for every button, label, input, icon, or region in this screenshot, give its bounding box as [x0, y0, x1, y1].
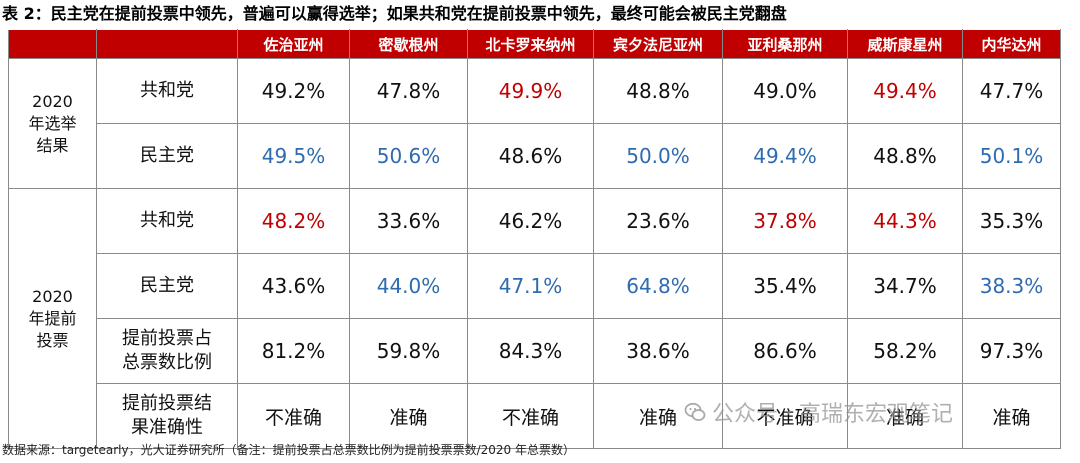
value-cell: 准确	[847, 383, 963, 449]
row-label-text: 共和党	[140, 210, 194, 231]
group-label-line: 投票	[36, 330, 69, 350]
value-cell: 34.7%	[847, 253, 963, 319]
table-row: 2020 年提前 投票 共和党 48.2% 33.6% 46.2% 23.6% …	[8, 188, 1061, 449]
row-label-republican: 共和党	[96, 188, 238, 254]
value-cell: 49.4%	[847, 58, 963, 124]
value-cell: 44.0%	[349, 253, 468, 319]
value-cell: 47.8%	[349, 58, 468, 124]
header-state: 宾夕法尼亚州	[593, 29, 723, 59]
value-cell: 37.8%	[722, 188, 848, 254]
row-label-text: 总票数比例	[122, 352, 212, 373]
value-cell: 46.2%	[467, 188, 594, 254]
table-row: 民主党 49.5% 50.6% 48.6% 50.0% 49.4% 48.8% …	[9, 123, 1061, 189]
header-blank	[8, 29, 97, 59]
header-state: 佐治亚州	[237, 29, 350, 59]
value-cell: 47.7%	[962, 58, 1061, 124]
row-label-text: 共和党	[140, 80, 194, 101]
header-state: 北卡罗来纳州	[467, 29, 594, 59]
table-row: 民主党 43.6% 44.0% 47.1% 64.8% 35.4% 34.7% …	[9, 253, 1061, 319]
value-cell: 50.1%	[962, 123, 1061, 189]
value-cell: 64.8%	[593, 253, 723, 319]
header-row: 佐治亚州 密歇根州 北卡罗来纳州 宾夕法尼亚州 亚利桑那州 威斯康星州 内华达州	[8, 29, 1061, 59]
header-state: 威斯康星州	[847, 29, 963, 59]
value-cell: 47.1%	[467, 253, 594, 319]
row-label-democrat: 民主党	[96, 253, 238, 319]
table-row: 提前投票占 总票数比例 81.2% 59.8% 84.3% 38.6% 86.6…	[9, 318, 1061, 384]
value-cell: 准确	[349, 383, 468, 449]
value-cell: 49.4%	[722, 123, 848, 189]
header-state: 亚利桑那州	[722, 29, 848, 59]
table-row: 提前投票结 果准确性 不准确 准确 不准确 准确 不准确 准确 准确	[9, 383, 1061, 449]
value-cell: 准确	[962, 383, 1061, 449]
value-cell: 49.2%	[237, 58, 350, 124]
value-cell: 48.8%	[847, 123, 963, 189]
value-cell: 33.6%	[349, 188, 468, 254]
group-label-line: 2020	[32, 286, 73, 306]
header-blank	[96, 29, 238, 59]
row-label-republican: 共和党	[96, 58, 238, 124]
value-cell: 23.6%	[593, 188, 723, 254]
value-cell: 81.2%	[237, 318, 350, 384]
row-label-democrat: 民主党	[96, 123, 238, 189]
row-label-early-accuracy: 提前投票结 果准确性	[96, 383, 238, 449]
election-table: 佐治亚州 密歇根州 北卡罗来纳州 宾夕法尼亚州 亚利桑那州 威斯康星州 内华达州…	[8, 29, 1061, 449]
value-cell: 50.0%	[593, 123, 723, 189]
value-cell: 86.6%	[722, 318, 848, 384]
row-label-text: 果准确性	[131, 417, 203, 438]
value-cell: 84.3%	[467, 318, 594, 384]
value-cell: 58.2%	[847, 318, 963, 384]
value-cell: 38.3%	[962, 253, 1061, 319]
header-state: 内华达州	[962, 29, 1061, 59]
group-label-line: 年提前	[28, 308, 77, 328]
value-cell: 35.3%	[962, 188, 1061, 254]
value-cell: 49.5%	[237, 123, 350, 189]
value-cell: 35.4%	[722, 253, 848, 319]
row-label-text: 民主党	[140, 145, 194, 166]
row-label-text: 提前投票结	[122, 393, 212, 414]
value-cell: 48.8%	[593, 58, 723, 124]
value-cell: 48.6%	[467, 123, 594, 189]
group-label-early-vote: 2020 年提前 投票	[8, 188, 97, 449]
group-label-line: 年选举	[28, 113, 77, 133]
value-cell: 38.6%	[593, 318, 723, 384]
header-state: 密歇根州	[349, 29, 468, 59]
group-label-line: 结果	[36, 135, 69, 155]
table-row: 2020 年选举 结果 共和党 49.2% 47.8% 49.9% 48.8% …	[8, 58, 1061, 189]
value-cell: 49.9%	[467, 58, 594, 124]
value-cell: 44.3%	[847, 188, 963, 254]
value-cell: 97.3%	[962, 318, 1061, 384]
watermark-text: 公众号 · 高瑞东宏观笔记	[712, 402, 953, 427]
value-cell: 不准确	[237, 383, 350, 449]
value-cell: 不准确	[467, 383, 594, 449]
source-note: 数据来源：targetearly，光大证券研究所（备注：提前投票占总票数比例为提…	[2, 443, 575, 457]
group-label-election-result: 2020 年选举 结果	[8, 58, 97, 189]
value-cell: 49.0%	[722, 58, 848, 124]
group-label-line: 2020	[32, 91, 73, 111]
row-label-text: 提前投票占	[122, 328, 212, 349]
value-cell: 50.6%	[349, 123, 468, 189]
value-cell: 59.8%	[349, 318, 468, 384]
wechat-icon	[684, 401, 706, 423]
value-cell: 43.6%	[237, 253, 350, 319]
row-label-early-share: 提前投票占 总票数比例	[96, 318, 238, 384]
value-cell: 不准确	[722, 383, 848, 449]
table-title: 表 2：民主党在提前投票中领先，普遍可以赢得选举；如果共和党在提前投票中领先，最…	[2, 4, 787, 23]
value-cell: 48.2%	[237, 188, 350, 254]
row-label-text: 民主党	[140, 275, 194, 296]
watermark: 公众号 · 高瑞东宏观笔记	[684, 396, 953, 428]
